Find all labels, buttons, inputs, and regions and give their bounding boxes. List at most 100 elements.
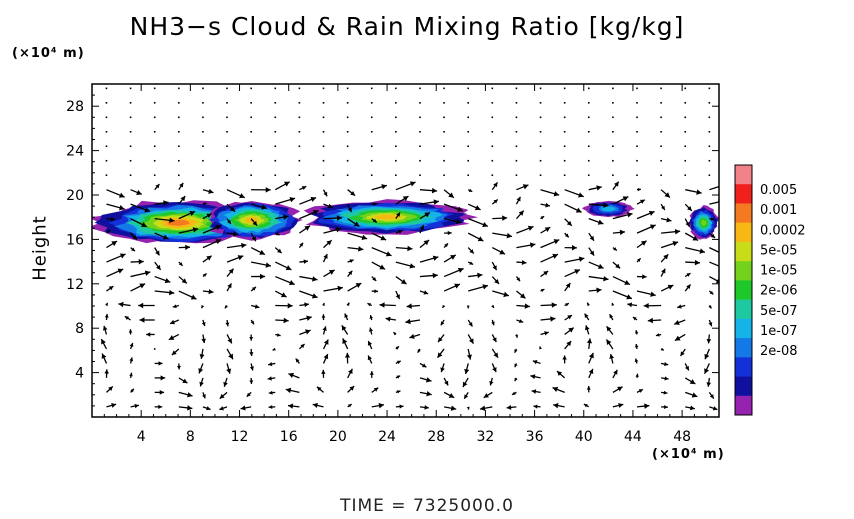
wind-vector bbox=[684, 116, 687, 119]
y-tick-label: 4 bbox=[75, 366, 84, 382]
wind-vector bbox=[219, 391, 228, 400]
wind-vector bbox=[178, 210, 196, 220]
plot-frame bbox=[91, 83, 720, 418]
wind-vector bbox=[275, 232, 280, 236]
wind-vector bbox=[154, 200, 169, 206]
wind-vector bbox=[709, 217, 715, 221]
wind-vector bbox=[586, 302, 590, 306]
wind-vector bbox=[588, 368, 594, 379]
wind-vector bbox=[274, 145, 277, 148]
colorbar-frame bbox=[734, 164, 753, 416]
wind-vector bbox=[370, 145, 373, 148]
wind-vector bbox=[198, 363, 204, 374]
wind-vector bbox=[634, 358, 639, 364]
wind-vector bbox=[467, 130, 469, 133]
wind-vector bbox=[395, 87, 397, 90]
wind-vector bbox=[419, 239, 430, 249]
wind-vector bbox=[153, 102, 156, 104]
wind-vector bbox=[673, 319, 686, 326]
wind-vector bbox=[419, 377, 432, 383]
colorbar-label: 0.0002 bbox=[760, 223, 806, 238]
wind-vector bbox=[169, 319, 180, 325]
wind-vector bbox=[154, 183, 160, 191]
x-tick-label: 40 bbox=[575, 429, 593, 445]
wind-vector bbox=[443, 189, 455, 199]
wind-vector bbox=[371, 402, 385, 409]
wind-vector bbox=[588, 247, 595, 256]
wind-vector bbox=[275, 303, 293, 309]
wind-vector bbox=[685, 189, 702, 195]
wind-vector bbox=[153, 130, 156, 133]
wind-vector bbox=[153, 348, 156, 350]
wind-vector bbox=[153, 174, 156, 177]
colorbar-swatch bbox=[735, 261, 752, 281]
wind-vector bbox=[627, 302, 638, 308]
wind-vector bbox=[419, 187, 438, 194]
wind-vector bbox=[516, 290, 526, 299]
wind-vector bbox=[347, 270, 353, 277]
wind-vector bbox=[178, 391, 193, 398]
wind-vector bbox=[443, 174, 445, 177]
wind-vector bbox=[299, 185, 307, 191]
wind-vector bbox=[395, 390, 401, 394]
wind-vector bbox=[153, 145, 156, 148]
wind-vector bbox=[612, 369, 618, 379]
wind-vector bbox=[467, 319, 473, 327]
wind-vector bbox=[612, 402, 624, 408]
wind-vector bbox=[636, 102, 638, 104]
wind-vector bbox=[587, 174, 590, 177]
wind-vector bbox=[539, 116, 542, 119]
wind-vector bbox=[563, 159, 566, 162]
wind-vector bbox=[661, 228, 681, 235]
wind-vector bbox=[154, 389, 165, 395]
wind-vector bbox=[249, 334, 254, 341]
wind-vector bbox=[274, 102, 277, 104]
wind-vector bbox=[395, 102, 397, 104]
wind-vector bbox=[491, 319, 495, 326]
wind-vector bbox=[586, 338, 593, 350]
wind-vector bbox=[540, 316, 556, 322]
wind-vector bbox=[609, 313, 614, 321]
chart-title: NH3−s Cloud & Rain Mixing Ratio [kg/kg] bbox=[129, 12, 685, 41]
wind-vector bbox=[612, 181, 620, 191]
wind-vector bbox=[709, 247, 719, 253]
wind-vector bbox=[347, 368, 353, 379]
wind-vector bbox=[154, 261, 162, 271]
wind-vector bbox=[395, 159, 397, 162]
wind-vector bbox=[298, 145, 301, 148]
wind-vector bbox=[564, 203, 582, 213]
wind-vector bbox=[612, 116, 614, 119]
wind-vector bbox=[562, 355, 567, 364]
wind-vector bbox=[321, 369, 326, 378]
wind-vector bbox=[419, 116, 421, 119]
wind-vector bbox=[101, 353, 108, 364]
wind-vector bbox=[443, 203, 464, 212]
wind-vector bbox=[202, 213, 212, 220]
wind-vector bbox=[395, 375, 401, 379]
wind-vector bbox=[539, 102, 542, 104]
wind-vector bbox=[514, 363, 518, 368]
wind-vector bbox=[274, 247, 283, 254]
wind-vector bbox=[226, 231, 239, 237]
wind-vector bbox=[346, 116, 349, 119]
wind-vector bbox=[515, 145, 518, 148]
wind-vector bbox=[395, 404, 404, 409]
wind-vector bbox=[636, 210, 655, 220]
wind-vector bbox=[660, 174, 662, 177]
wind-vector bbox=[709, 261, 719, 267]
wind-vector bbox=[636, 174, 638, 177]
wind-vector bbox=[298, 116, 301, 119]
wind-vector bbox=[540, 239, 560, 249]
wind-vector bbox=[275, 275, 295, 286]
wind-vector bbox=[606, 325, 614, 335]
wind-vector bbox=[322, 159, 325, 162]
wind-vector bbox=[153, 159, 156, 162]
wind-vector bbox=[322, 326, 327, 335]
wind-vector bbox=[684, 145, 687, 148]
wind-vector bbox=[464, 363, 470, 375]
wind-vector bbox=[202, 87, 204, 90]
wind-vector bbox=[467, 116, 469, 119]
wind-vector bbox=[437, 348, 445, 359]
wind-vector bbox=[587, 145, 590, 148]
wind-vector bbox=[347, 203, 353, 213]
